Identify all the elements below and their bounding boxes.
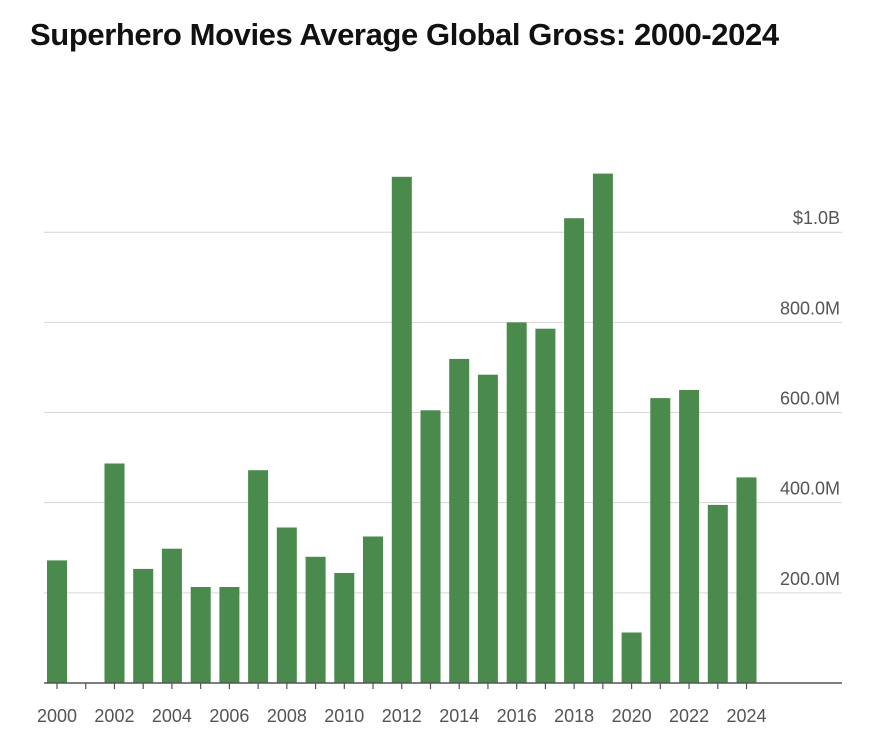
bar	[190, 587, 211, 683]
bar	[248, 470, 269, 683]
bar	[592, 173, 613, 683]
bar	[276, 527, 297, 683]
bar	[535, 328, 556, 683]
bar	[47, 560, 67, 683]
x-axis-labels: 2000 2002 2004 2006 2008 2010 2012 2014 2016 2018…	[37, 706, 767, 726]
bar	[477, 374, 498, 683]
chart-title: Superhero Movies Average Global Gross: 2…	[30, 17, 779, 52]
bar	[650, 398, 671, 683]
bar	[305, 556, 326, 683]
bar	[564, 218, 585, 683]
bar	[161, 548, 182, 683]
x-tick-label: 2012	[382, 706, 422, 726]
x-tick-label: 2018	[554, 706, 594, 726]
bar	[707, 504, 728, 683]
y-tick-label: 600.0M	[780, 389, 840, 409]
y-tick-label: $1.0B	[793, 208, 840, 228]
x-tick-label: 2004	[152, 706, 192, 726]
y-tick-label: 200.0M	[780, 569, 840, 589]
x-tick-label: 2024	[726, 706, 766, 726]
bar	[363, 536, 383, 683]
bar	[621, 632, 642, 683]
x-tick-label: 2008	[267, 706, 307, 726]
x-tick-label: 2014	[439, 706, 479, 726]
x-tick-label: 2002	[94, 706, 134, 726]
x-tick-label: 2016	[497, 706, 537, 726]
bar	[506, 322, 527, 683]
x-tick-label: 2022	[669, 706, 709, 726]
bar	[334, 573, 355, 683]
bar	[736, 477, 757, 683]
bars	[47, 173, 757, 684]
x-tick-label: 2000	[37, 706, 77, 726]
y-axis-labels: 200.0M 400.0M 600.0M 800.0M $1.0B	[780, 208, 840, 589]
bar	[219, 587, 240, 683]
bar	[420, 410, 441, 683]
bar	[104, 463, 125, 683]
x-tick-label: 2006	[209, 706, 249, 726]
y-tick-label: 800.0M	[780, 298, 840, 318]
x-axis	[44, 682, 842, 689]
bar	[133, 568, 154, 683]
y-tick-label: 400.0M	[780, 479, 840, 499]
x-tick-label: 2020	[612, 706, 652, 726]
bar	[679, 390, 700, 683]
bar	[449, 358, 470, 683]
bar	[391, 176, 412, 684]
x-tick-label: 2010	[324, 706, 364, 726]
